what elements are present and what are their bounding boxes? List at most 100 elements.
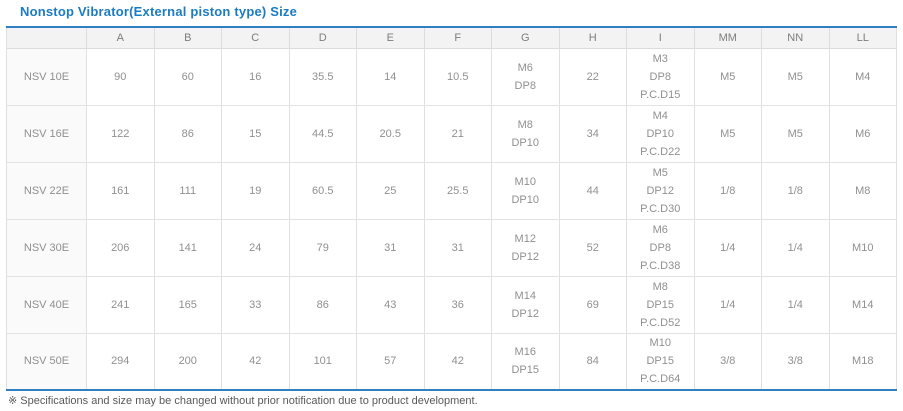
cell-line: 44	[586, 184, 599, 197]
cell-line: 1/4	[787, 298, 803, 311]
table-cell: 86	[153, 105, 222, 163]
cell-line: 141	[178, 241, 197, 254]
column-header: F	[423, 27, 492, 49]
table-cell: M10 DP10	[491, 162, 559, 220]
column-header: G	[491, 27, 559, 49]
table-cell: 1/4	[761, 219, 829, 277]
table-cell: 206	[86, 219, 154, 277]
table-cell: M14	[828, 276, 897, 334]
cell-line: 25	[384, 184, 397, 197]
cell-line: 14	[384, 70, 397, 83]
table-cell: 21	[423, 105, 492, 163]
cell-line: P.C.D22	[640, 145, 681, 158]
table-cell: 16	[221, 48, 289, 106]
table-cell: M5	[693, 105, 762, 163]
table-cell: 33	[221, 276, 289, 334]
table-cell: 1/8	[761, 162, 829, 220]
cell-line: 31	[384, 241, 397, 254]
cell-line: M3	[652, 52, 668, 65]
table-cell: 161	[86, 162, 154, 220]
cell-line: DP10	[511, 193, 540, 206]
table-row: NSV 10E 90 60 16 35.5 14 10.5 M6 DP8 22 M3 DP8 P.C.D…	[6, 48, 897, 106]
cell-line: M5	[787, 70, 803, 83]
spec-table-header-row: A B C D E F G H I MM NN LL	[6, 27, 897, 49]
column-header: E	[356, 27, 424, 49]
cell-line: 33	[249, 298, 262, 311]
table-cell: 165	[153, 276, 222, 334]
table-cell: M12 DP12	[491, 219, 559, 277]
table-cell: 25.5	[423, 162, 492, 220]
row-label: NSV 30E	[6, 219, 87, 277]
table-cell: 22	[558, 48, 627, 106]
cell-line: 69	[586, 298, 599, 311]
table-cell: M5	[693, 48, 762, 106]
cell-line: DP8	[514, 79, 536, 92]
spec-table: A B C D E F G H I MM NN LL NSV 10E 90 60 16 35.5 14 10.5 M…	[6, 26, 897, 391]
cell-line: 36	[451, 298, 464, 311]
cell-line: M8	[652, 280, 668, 293]
cell-line: 3/8	[720, 355, 736, 368]
spec-table-container: A B C D E F G H I MM NN LL NSV 10E 90 60 16 35.5 14 10.5 M…	[6, 26, 897, 391]
table-cell: 25	[356, 162, 424, 220]
table-row: NSV 50E 294 200 42 101 57 42 M16 DP15 84 M10 DP15 P.…	[6, 333, 897, 390]
table-cell: 14	[356, 48, 424, 106]
cell-line: P.C.D52	[640, 316, 681, 329]
cell-line: 86	[316, 298, 329, 311]
table-cell: 42	[221, 333, 289, 390]
column-header: H	[558, 27, 627, 49]
cell-line: 31	[451, 241, 464, 254]
table-cell: M14 DP12	[491, 276, 559, 334]
table-cell: 10.5	[423, 48, 492, 106]
table-cell: 122	[86, 105, 154, 163]
cell-line: 90	[114, 70, 127, 83]
cell-line: M4	[652, 109, 668, 122]
cell-line: M6	[517, 61, 533, 74]
table-cell: M6	[828, 105, 897, 163]
cell-line: 42	[451, 355, 464, 368]
cell-line: 16	[249, 70, 262, 83]
cell-line: 206	[111, 241, 130, 254]
spec-table-head: A B C D E F G H I MM NN LL	[6, 27, 897, 49]
cell-line: DP8	[649, 241, 671, 254]
table-cell: 79	[288, 219, 357, 277]
table-cell: 1/8	[693, 162, 762, 220]
table-cell: 24	[221, 219, 289, 277]
table-cell: M10 DP15 P.C.D64	[626, 333, 694, 390]
table-cell: M5	[761, 105, 829, 163]
cell-line: M8	[517, 118, 533, 131]
cell-line: M5	[652, 166, 668, 179]
table-cell: M16 DP15	[491, 333, 559, 390]
cell-line: M4	[855, 70, 871, 83]
table-cell: 36	[423, 276, 492, 334]
table-cell: M8	[828, 162, 897, 220]
cell-line: P.C.D64	[640, 373, 681, 386]
table-cell: 141	[153, 219, 222, 277]
table-row: NSV 22E 161 111 19 60.5 25 25.5 M10 DP10 44 M5 DP12…	[6, 162, 897, 220]
cell-line: 1/4	[720, 241, 736, 254]
cell-line: DP12	[646, 184, 675, 197]
table-cell: 42	[423, 333, 492, 390]
table-cell: 90	[86, 48, 154, 106]
cell-line: 43	[384, 298, 397, 311]
cell-line: DP12	[511, 250, 540, 263]
column-header: LL	[828, 27, 897, 49]
table-cell: 200	[153, 333, 222, 390]
table-cell: 15	[221, 105, 289, 163]
cell-line: 35.5	[312, 70, 334, 83]
table-cell: 35.5	[288, 48, 357, 106]
cell-line: 52	[586, 241, 599, 254]
cell-line: 60	[181, 70, 194, 83]
cell-line: M16	[514, 346, 536, 359]
row-label: NSV 40E	[6, 276, 87, 334]
cell-line: M10	[514, 175, 536, 188]
table-cell: M6 DP8 P.C.D38	[626, 219, 694, 277]
cell-line: DP15	[646, 355, 675, 368]
cell-line: M5	[720, 127, 736, 140]
cell-line: 79	[316, 241, 329, 254]
cell-line: DP8	[649, 70, 671, 83]
cell-line: DP12	[511, 307, 540, 320]
table-cell: 60.5	[288, 162, 357, 220]
cell-line: P.C.D30	[640, 202, 681, 215]
cell-line: M14	[514, 289, 536, 302]
table-cell: 31	[423, 219, 492, 277]
